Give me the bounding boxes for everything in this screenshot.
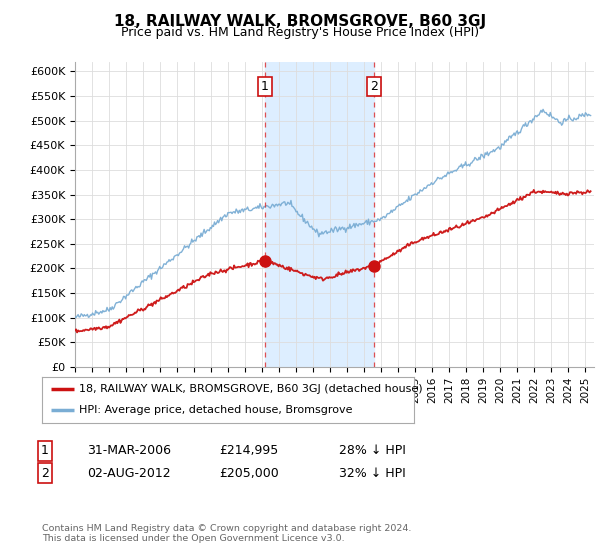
Text: 1: 1 xyxy=(261,80,269,93)
Text: 18, RAILWAY WALK, BROMSGROVE, B60 3GJ: 18, RAILWAY WALK, BROMSGROVE, B60 3GJ xyxy=(114,14,486,29)
Text: 2: 2 xyxy=(41,466,49,480)
Text: Price paid vs. HM Land Registry's House Price Index (HPI): Price paid vs. HM Land Registry's House … xyxy=(121,26,479,39)
Text: 32% ↓ HPI: 32% ↓ HPI xyxy=(339,466,406,480)
Text: 02-AUG-2012: 02-AUG-2012 xyxy=(87,466,170,480)
Text: £214,995: £214,995 xyxy=(219,444,278,458)
Bar xyxy=(265,62,374,367)
Text: Contains HM Land Registry data © Crown copyright and database right 2024.
This d: Contains HM Land Registry data © Crown c… xyxy=(42,524,412,543)
Text: 1: 1 xyxy=(41,444,49,458)
Text: 18, RAILWAY WALK, BROMSGROVE, B60 3GJ (detached house): 18, RAILWAY WALK, BROMSGROVE, B60 3GJ (d… xyxy=(79,384,423,394)
Text: HPI: Average price, detached house, Bromsgrove: HPI: Average price, detached house, Brom… xyxy=(79,405,353,416)
Text: 28% ↓ HPI: 28% ↓ HPI xyxy=(339,444,406,458)
Text: 2: 2 xyxy=(370,80,378,93)
Text: £205,000: £205,000 xyxy=(219,466,279,480)
Text: 31-MAR-2006: 31-MAR-2006 xyxy=(87,444,171,458)
